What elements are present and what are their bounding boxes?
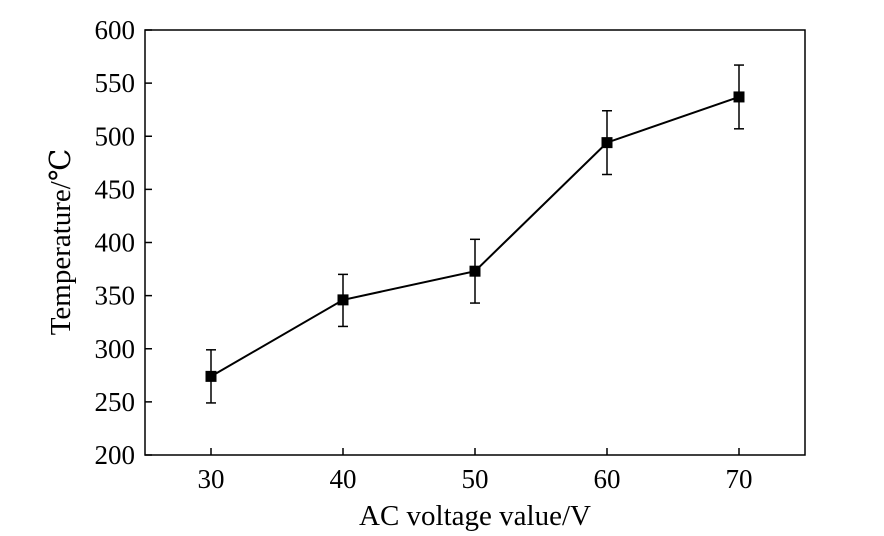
y-tick-label: 300 <box>95 334 136 364</box>
data-point-marker <box>337 294 349 306</box>
data-point-marker <box>601 137 613 149</box>
y-tick-label: 500 <box>95 121 136 151</box>
x-axis-title: AC voltage value/V <box>359 500 591 532</box>
y-axis: 200 250 300 350 400 450 500 550 600 <box>95 15 152 470</box>
y-tick-label: 250 <box>95 387 136 417</box>
y-tick-label: 550 <box>95 68 136 98</box>
x-tick-label: 40 <box>330 464 357 494</box>
x-tick-label: 60 <box>594 464 621 494</box>
y-axis-title: Temperature/℃ <box>45 149 77 336</box>
x-axis: 30 40 50 60 70 <box>198 448 753 494</box>
y-tick-label: 400 <box>95 228 136 258</box>
x-tick-label: 30 <box>198 464 225 494</box>
data-point-marker <box>205 370 217 382</box>
data-point-marker <box>469 265 481 277</box>
y-tick-label: 200 <box>95 440 136 470</box>
x-tick-label: 50 <box>462 464 489 494</box>
y-tick-label: 350 <box>95 281 136 311</box>
y-tick-label: 450 <box>95 174 136 204</box>
y-tick-label: 600 <box>95 15 136 45</box>
series-line <box>210 95 740 378</box>
x-tick-label: 70 <box>726 464 753 494</box>
series-layer <box>205 64 745 404</box>
data-point-marker <box>733 91 745 103</box>
